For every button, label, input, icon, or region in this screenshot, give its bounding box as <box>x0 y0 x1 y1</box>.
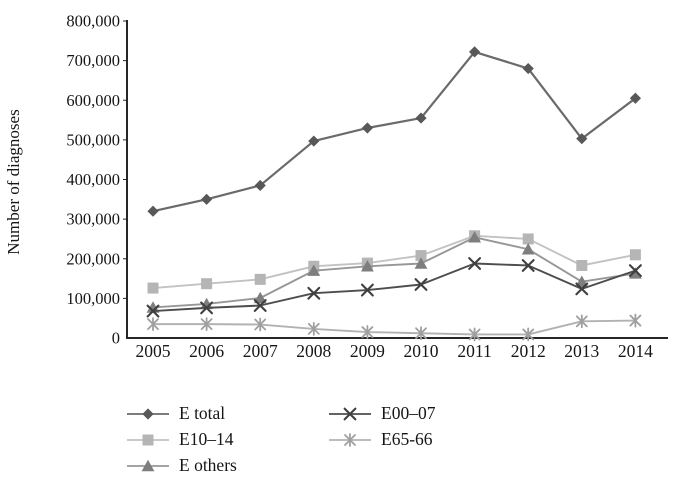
marker-triangle-point <box>468 231 481 243</box>
series-line-1 <box>152 50 637 213</box>
marker-x-point <box>146 304 160 318</box>
marker-triangle-point <box>361 260 374 272</box>
marker-triangle-point <box>414 257 428 269</box>
marker-triangle-point <box>521 243 535 255</box>
marker-asterisk-point <box>522 327 535 342</box>
series-line-2 <box>152 234 636 290</box>
legend-item-2: E10–14 <box>126 427 237 453</box>
y-tick-label: 700,000 <box>66 51 120 70</box>
marker-diamond-point <box>147 205 159 217</box>
y-tick-label: 500,000 <box>66 130 120 149</box>
x-tick-label: 2013 <box>564 341 599 361</box>
marker-square-point <box>522 233 534 245</box>
legend-label: E00–07 <box>381 403 436 424</box>
marker-diamond-point <box>629 92 641 104</box>
legend-marker-x-icon <box>329 407 371 421</box>
marker-triangle-legend <box>141 459 155 472</box>
marker-diamond-point <box>576 133 588 145</box>
x-tick-label: 2005 <box>136 341 171 361</box>
legend-marker-square-icon <box>127 434 169 446</box>
marker-asterisk-point <box>361 325 374 339</box>
legend-item-4: E00–07 <box>328 401 435 427</box>
marker-triangle-point <box>307 264 321 276</box>
y-tick-label: 800,000 <box>66 12 120 31</box>
marker-x-point <box>521 259 535 272</box>
marker-x-legend <box>343 407 357 421</box>
series-line-3 <box>152 236 636 309</box>
marker-square-point <box>629 249 641 261</box>
marker-x-point <box>307 286 321 300</box>
y-tick-label: 200,000 <box>66 249 120 268</box>
marker-x-point <box>360 283 374 297</box>
y-tick-label: 400,000 <box>66 170 120 189</box>
marker-diamond-point <box>201 193 213 205</box>
marker-asterisk-point <box>147 317 159 332</box>
marker-asterisk-legend <box>344 433 356 447</box>
legend-column-2: E00–07 E65-66 <box>328 401 435 453</box>
marker-x-point <box>468 257 482 270</box>
y-tick-label: 0 <box>112 329 120 348</box>
marker-diamond-legend <box>142 408 154 420</box>
marker-diamond-point <box>522 62 534 75</box>
legend-label: E10–14 <box>179 429 234 450</box>
marker-x-point <box>575 282 589 296</box>
marker-x-point <box>200 301 214 315</box>
marker-diamond-point <box>308 135 320 147</box>
series-line-4 <box>152 262 636 313</box>
legend-item-5: E65-66 <box>328 427 435 453</box>
marker-diamond-point <box>361 122 373 134</box>
marker-triangle-point <box>253 291 267 304</box>
legend-marker-diamond-icon <box>127 408 169 420</box>
marker-asterisk-point <box>415 326 427 341</box>
series-line-5 <box>153 319 636 336</box>
y-tick-label: 600,000 <box>66 91 120 110</box>
marker-asterisk-point <box>200 317 213 332</box>
marker-square-point <box>254 273 266 285</box>
marker-triangle-point <box>200 297 213 310</box>
marker-diamond-point <box>415 112 427 124</box>
y-tick-label: 300,000 <box>66 210 120 229</box>
legend-column-1: E total E10–14 E others <box>126 401 237 479</box>
marker-x-point <box>253 299 267 312</box>
marker-square-point <box>576 259 588 271</box>
legend-marker-triangle-icon <box>127 459 169 472</box>
chart-plot-area: 0 100,000 200,000 300,000 400,000 500,000 600,… <box>66 12 668 361</box>
legend-label: E total <box>179 403 226 424</box>
marker-triangle-point <box>629 267 642 279</box>
marker-asterisk-point <box>629 313 642 328</box>
x-tick-label: 2012 <box>511 341 546 361</box>
legend-label: E others <box>179 455 237 476</box>
marker-triangle-point <box>575 275 589 287</box>
x-tick-label: 2008 <box>296 341 331 361</box>
legend-item-3: E others <box>126 453 237 479</box>
marker-x-point <box>628 264 642 278</box>
x-tick-label: 2011 <box>457 341 491 361</box>
x-tick-label: 2006 <box>189 341 224 361</box>
marker-x-point <box>414 278 428 291</box>
marker-asterisk-point <box>468 327 481 342</box>
x-tick-label: 2007 <box>243 341 278 361</box>
marker-square-point <box>201 278 213 290</box>
marker-triangle-point <box>146 301 160 313</box>
legend-marker-asterisk-icon <box>329 433 371 447</box>
marker-asterisk-point <box>575 314 588 329</box>
y-tick-label: 100,000 <box>66 289 120 308</box>
marker-square-legend <box>142 434 154 446</box>
marker-square-point <box>415 250 427 262</box>
legend-label: E65-66 <box>381 429 433 450</box>
legend-item-1: E total <box>126 401 237 427</box>
marker-square-point <box>147 282 159 294</box>
marker-diamond-point <box>254 179 266 192</box>
x-tick-label: 2014 <box>618 341 653 361</box>
marker-asterisk-point <box>307 321 320 336</box>
marker-diamond-point <box>469 46 481 58</box>
marker-asterisk-point <box>254 317 267 332</box>
x-tick-label: 2010 <box>404 341 439 361</box>
x-tick-label: 2009 <box>350 341 385 361</box>
